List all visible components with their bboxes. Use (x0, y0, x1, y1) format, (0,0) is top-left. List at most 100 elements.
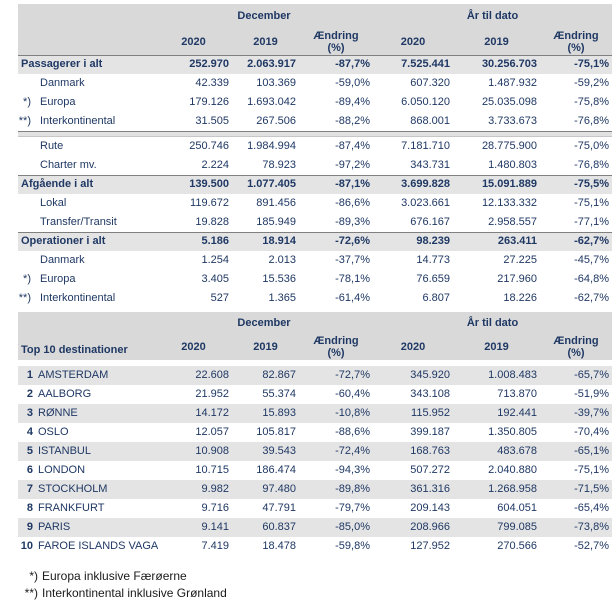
value-cell: 31.505 (195, 115, 229, 127)
row-label-cell: Operationer i alt (18, 233, 155, 251)
value-cell: 28.775.900 (481, 140, 537, 152)
value-cell: 6.807 (422, 292, 450, 304)
value-cell: -71,5% (574, 483, 609, 495)
footnote-text: Europa inklusive Færøerne (42, 569, 187, 583)
destination-row: 5 ISTANBUL 10.908 39.543 -72,4% 168.763 483.67… (18, 442, 612, 461)
value-cell: 267.506 (256, 115, 296, 127)
value-cell: -59,0% (335, 77, 370, 89)
table-row: Passagerer i alt 252.970 2.063.917 -87,7% 7.… (18, 55, 612, 74)
value-cell: 98.239 (416, 235, 450, 247)
destination-label-cell: 2 AALBORG (18, 385, 155, 404)
value-cell: 1.487.932 (488, 77, 537, 89)
footnote-marker: **) (24, 586, 38, 600)
column-group-ytd: År til dato (466, 10, 519, 22)
column-header-dec-2020: 2020 (181, 35, 206, 48)
row-label-cell: *) Europa (18, 270, 155, 289)
destination-row: 6 LONDON 10.715 186.474 -94,3% 507.272 2.040.8… (18, 461, 612, 480)
value-cell: 82.867 (262, 369, 296, 381)
value-cell: -75,8% (574, 96, 609, 108)
value-cell: -62,7% (574, 292, 609, 304)
value-cell: -70,4% (574, 426, 609, 438)
row-label-cell: Danmark (18, 251, 155, 270)
column-group-december: December (237, 10, 291, 22)
value-cell: 21.952 (195, 388, 229, 400)
value-cell: -62,7% (574, 235, 609, 247)
destination-label-cell: 4 OSLO (18, 423, 155, 442)
footnote-text: Interkontinental inklusive Grønland (42, 586, 227, 600)
value-cell: 209.143 (410, 502, 450, 514)
value-cell: 9.716 (201, 502, 229, 514)
value-cell: -76,8% (574, 115, 609, 127)
value-cell: 127.952 (410, 540, 450, 552)
value-cell: -75,1% (574, 464, 609, 476)
row-label: Europa (40, 273, 76, 285)
value-cell: -61,4% (335, 292, 370, 304)
value-cell: 604.051 (497, 502, 537, 514)
destinations-table-header: December År til dato Top 10 destinatione… (18, 312, 612, 360)
value-cell: 361.316 (410, 483, 450, 495)
value-cell: 105.817 (256, 426, 296, 438)
row-label: Danmark (40, 254, 85, 266)
value-cell: 18.914 (262, 235, 296, 247)
value-cell: 891.456 (256, 197, 296, 209)
table-row: Lokal 119.672 891.456 -86,6% 3.023.661 12.133… (18, 194, 612, 213)
row-label: Charter mv. (40, 159, 97, 171)
value-cell: -89,3% (335, 216, 370, 228)
value-cell: 1.254 (201, 254, 229, 266)
table-row: *) Europa 179.126 1.693.042 -89,4% 6.050.120 2… (18, 93, 612, 112)
value-cell: -75,1% (574, 197, 609, 209)
value-cell: 78.923 (262, 159, 296, 171)
destination-row: 3 RØNNE 14.172 15.893 -10,8% 115.952 192.441 -3… (18, 404, 612, 423)
value-cell: 507.272 (410, 464, 450, 476)
value-cell: 185.949 (256, 216, 296, 228)
value-cell: -79,7% (335, 502, 370, 514)
destination-name: STOCKHOLM (38, 483, 108, 495)
destinations-table: December År til dato Top 10 destinatione… (18, 312, 612, 556)
footnote-ref-marker: *) (23, 273, 31, 285)
destination-rank: 2 (26, 388, 33, 400)
value-cell: 10.908 (195, 445, 229, 457)
value-cell: 14.172 (195, 407, 229, 419)
value-cell: 19.828 (195, 216, 229, 228)
value-cell: 5.186 (201, 235, 229, 247)
destination-row: 4 OSLO 12.057 105.817 -88,6% 399.187 1.350.805… (18, 423, 612, 442)
value-cell: 208.966 (410, 521, 450, 533)
value-cell: -65,4% (574, 502, 609, 514)
value-cell: -88,2% (335, 115, 370, 127)
column-header-dec-change: Ændring (%) (313, 335, 359, 359)
value-cell: 60.837 (262, 521, 296, 533)
destination-rank: 9 (26, 521, 33, 533)
column-header-ytd-2019: 2019 (484, 341, 509, 353)
value-cell: -76,8% (574, 159, 609, 171)
value-cell: -37,7% (335, 254, 370, 266)
value-cell: 2.063.917 (247, 58, 296, 70)
column-header-dec-change: Ændring (%) (313, 29, 359, 54)
value-cell: -52,7% (574, 540, 609, 552)
value-cell: -87,7% (335, 58, 370, 70)
row-label: Operationer i alt (21, 235, 106, 247)
value-cell: -65,1% (574, 445, 609, 457)
destination-rank: 8 (26, 502, 33, 514)
table-row: Charter mv. 2.224 78.923 -97,2% 343.731 1.480… (18, 156, 612, 175)
value-cell: 799.085 (497, 521, 537, 533)
table-row: Rute 250.746 1.984.994 -87,4% 7.181.710 28.77… (18, 137, 612, 156)
destination-label-cell: 1 AMSTERDAM (18, 366, 155, 385)
value-cell: 1.268.958 (488, 483, 537, 495)
column-group-december: December (237, 317, 291, 329)
table-row: Transfer/Transit 19.828 185.949 -89,3% 676.1… (18, 213, 612, 232)
row-label: Danmark (40, 77, 85, 89)
value-cell: 9.141 (201, 521, 229, 533)
value-cell: 15.536 (262, 273, 296, 285)
value-cell: 18.226 (503, 292, 537, 304)
value-cell: 15.091.889 (481, 178, 537, 190)
value-cell: 27.225 (503, 254, 537, 266)
value-cell: -59,8% (335, 540, 370, 552)
value-cell: 7.525.441 (401, 58, 450, 70)
destination-label-cell: 10 FAROE ISLANDS VAGA (18, 537, 159, 556)
row-label: Afgående i alt (21, 178, 94, 190)
destination-name: FAROE ISLANDS VAGA (38, 540, 159, 552)
value-cell: 3.733.673 (488, 115, 537, 127)
value-cell: -89,8% (335, 483, 370, 495)
value-cell: 3.405 (201, 273, 229, 285)
value-cell: 115.952 (411, 407, 450, 419)
